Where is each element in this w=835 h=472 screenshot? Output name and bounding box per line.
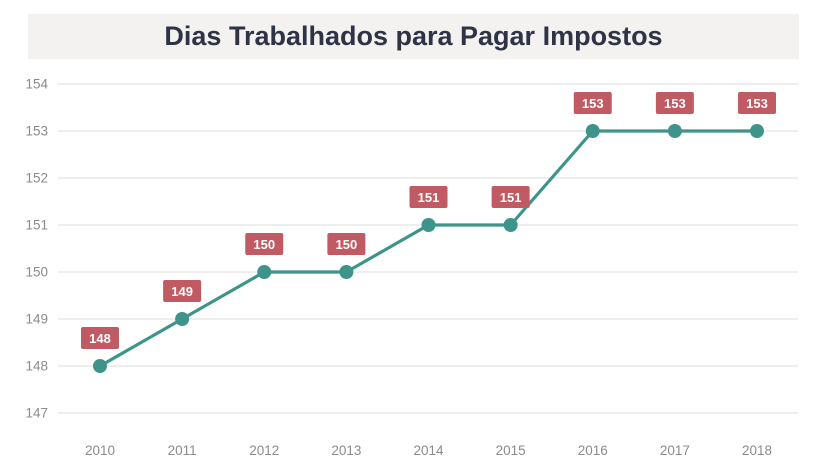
data-point xyxy=(421,218,436,232)
data-point xyxy=(667,124,682,138)
data-point xyxy=(175,312,190,326)
x-axis-tick-label: 2011 xyxy=(168,443,197,458)
data-label-badge xyxy=(327,233,366,255)
x-axis-tick-label: 2014 xyxy=(413,443,444,458)
data-label-text: 149 xyxy=(171,284,193,299)
data-label-badge xyxy=(655,92,694,114)
x-axis-tick-label: 2017 xyxy=(660,443,690,458)
x-axis-tick-label: 2013 xyxy=(331,443,361,458)
x-axis-tick-label: 2010 xyxy=(85,443,115,458)
chart-title: Dias Trabalhados para Pagar Impostos xyxy=(164,21,663,51)
data-label-badge xyxy=(81,327,119,349)
y-axis-tick-label: 153 xyxy=(25,124,48,139)
data-label-text: 148 xyxy=(89,331,111,346)
x-axis-tick-label: 2012 xyxy=(249,443,279,458)
data-label-text: 153 xyxy=(582,96,604,111)
data-label-badge xyxy=(163,280,202,302)
y-axis-tick-label: 147 xyxy=(25,406,48,421)
data-label-text: 150 xyxy=(253,237,275,252)
axis-layer: 147 148 149 150 151 152 153 154 2010 2011 2012 2013… xyxy=(25,77,772,459)
x-axis-tick-label: 2018 xyxy=(742,443,772,458)
data-label-badge xyxy=(738,92,776,114)
data-label-text: 153 xyxy=(664,96,686,111)
grid-layer xyxy=(58,83,798,414)
data-label-badge xyxy=(245,233,284,255)
y-axis-tick-label: 152 xyxy=(25,171,48,186)
data-point xyxy=(585,124,600,138)
data-point xyxy=(93,359,107,373)
series-line xyxy=(98,129,759,368)
data-label-badge xyxy=(409,186,448,208)
data-point xyxy=(257,265,272,279)
data-point xyxy=(503,218,518,232)
data-label-text: 151 xyxy=(418,190,440,205)
data-label-layer: 148 149 150 150 151 151 153 153 153 xyxy=(81,92,776,349)
data-label-text: 151 xyxy=(500,190,522,205)
x-axis-tick-label: 2016 xyxy=(578,443,608,458)
y-axis-tick-label: 154 xyxy=(25,77,48,92)
y-axis-tick-label: 148 xyxy=(25,359,48,374)
data-label-text: 153 xyxy=(746,96,768,111)
data-label-badge xyxy=(491,186,530,208)
data-point xyxy=(750,124,764,138)
y-axis-tick-label: 149 xyxy=(25,312,48,327)
data-label-text: 150 xyxy=(336,237,358,252)
data-point xyxy=(339,265,354,279)
y-axis-tick-label: 150 xyxy=(25,265,48,280)
series-layer xyxy=(93,124,764,373)
chart-title-band: Dias Trabalhados para Pagar Impostos xyxy=(28,14,799,59)
x-axis-tick-label: 2015 xyxy=(496,443,526,458)
data-label-badge xyxy=(573,92,612,114)
y-axis-tick-label: 151 xyxy=(25,218,48,233)
